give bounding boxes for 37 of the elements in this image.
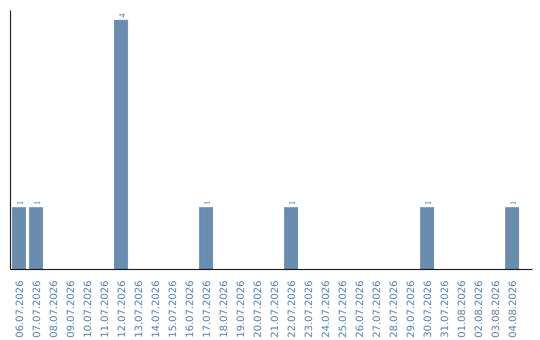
- data-label: 1: [287, 200, 298, 206]
- x-tick-label: 18.07.2026: [219, 280, 230, 338]
- x-tick-label: 19.07.2026: [236, 280, 248, 338]
- x-tick-label: 20.07.2026: [253, 280, 264, 338]
- data-label: 1: [15, 200, 25, 206]
- data-label: 1: [423, 200, 434, 206]
- x-tick-label: 25.07.2026: [338, 280, 350, 338]
- x-tick-label: 10.07.2026: [83, 280, 94, 338]
- data-label: 1: [32, 200, 42, 206]
- x-tick-label: 31.07.2026: [440, 280, 452, 338]
- data-label: 4: [117, 12, 128, 18]
- x-tick-label: 30.07.2026: [423, 280, 434, 338]
- x-tick-label: 04.08.2026: [508, 280, 520, 338]
- x-tick-label: 17.07.2026: [202, 280, 214, 338]
- x-tick-label: 03.08.2026: [491, 280, 502, 338]
- x-tick-label: 27.07.2026: [372, 280, 384, 338]
- data-label: 1: [202, 200, 212, 206]
- x-tick-label: 16.07.2026: [185, 280, 196, 338]
- x-tick-label: 11.07.2026: [100, 280, 112, 338]
- x-tick-label: 14.07.2026: [151, 280, 162, 338]
- x-tick-label: 07.07.2026: [32, 280, 44, 338]
- x-tick-label: 13.07.2026: [134, 280, 146, 338]
- x-tick-label: 08.07.2026: [49, 280, 60, 338]
- x-tick-label: 15.07.2026: [168, 280, 180, 338]
- x-tick-label: 21.07.2026: [270, 280, 282, 338]
- x-tick-label: 01.08.2026: [457, 280, 468, 338]
- x-tick-label: 06.07.2026: [15, 280, 26, 338]
- x-tick-label: 23.07.2026: [304, 280, 316, 338]
- x-tick-label: 26.07.2026: [355, 280, 366, 338]
- x-tick-label: 12.07.2026: [117, 280, 128, 338]
- x-tick-label: 28.07.2026: [389, 280, 400, 338]
- x-tick-label: 24.07.2026: [321, 280, 332, 338]
- x-tick-label: 29.07.2026: [406, 280, 418, 338]
- x-tick-label: 09.07.2026: [66, 280, 78, 338]
- x-tick-label: 22.07.2026: [287, 280, 298, 338]
- x-tick-label: 02.08.2026: [474, 280, 486, 338]
- data-label: 1: [508, 200, 518, 206]
